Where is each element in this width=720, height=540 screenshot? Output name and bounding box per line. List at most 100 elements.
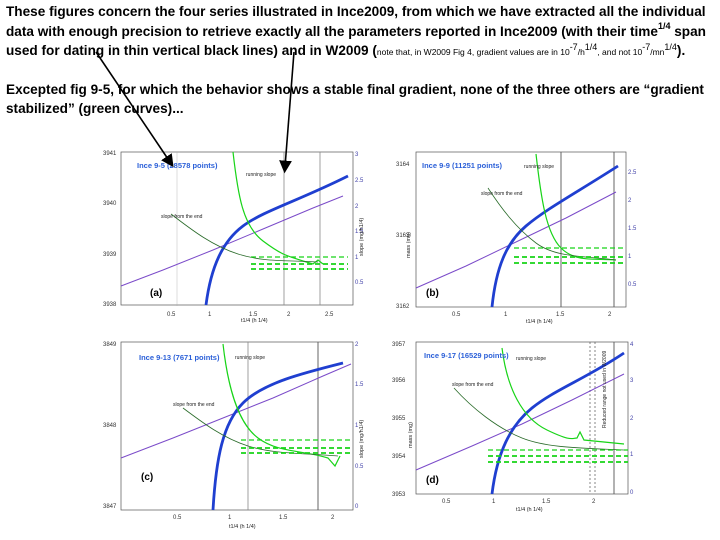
chart-a-xtick-3: 1.5 [249, 312, 258, 318]
chart-b-title: Ince 9-9 (11251 points) [422, 161, 503, 170]
chart-d-annotation-3: Reduced range not used in W2009 [602, 351, 608, 428]
chart-c-svg: Ince 9-13 (7671 points) running slope sl… [103, 341, 365, 530]
chart-a-panel-label: (a) [150, 288, 162, 299]
chart-b-xlabel: t1/4 (h 1/4) [526, 319, 553, 325]
chart-b-xtick-1: 0.5 [452, 312, 461, 318]
chart-d-xtick-4: 2 [592, 499, 596, 505]
chart-b-running-slope [535, 153, 617, 261]
chart-b-y-ticks-right: 0.5 1 1.5 2 2.5 [628, 170, 637, 288]
chart-a-svg: Ince 9-5 (28578 points) running slope sl… [103, 151, 365, 324]
intro-sup-1: 1/4 [657, 20, 671, 31]
chart-c-annotation-2: slope from the end [173, 402, 215, 408]
chart-d-ylabel-left: mass (mg) [408, 422, 414, 448]
chart-c-mass-curve [211, 361, 344, 511]
chart-d-annotation-1: running slope [516, 356, 546, 362]
chart-panel-b: Ince 9-9 (11251 points) running slope sl… [396, 148, 641, 325]
chart-c-ytick-1: 3847 [103, 504, 117, 510]
chart-d-rtick-3: 2 [630, 416, 634, 422]
chart-d-y-ticks-right: 0 1 2 3 4 [630, 342, 634, 496]
chart-b-ytick-2: 3163 [396, 233, 410, 239]
chart-c-rtick-2: 0.5 [355, 464, 364, 470]
chart-c-x-ticks: 0.5 1 1.5 2 [173, 515, 335, 521]
chart-b-ylabel-left: mass (mg) [406, 232, 412, 258]
conclusion-paragraph: Excepted fig 9-5, for which the behavior… [6, 82, 704, 116]
chart-b-rtick-3: 1.5 [628, 226, 637, 232]
note-sup-4: 1/4 [664, 42, 677, 53]
chart-a-xtick-4: 2 [287, 312, 291, 318]
chart-a-annotation-1: running slope [246, 172, 276, 178]
chart-b-svg: Ince 9-9 (11251 points) running slope sl… [396, 151, 637, 325]
intro-paragraph: These figures concern the four series il… [6, 2, 714, 63]
chart-panel-d: Ince 9-17 (16529 points) running slope s… [392, 338, 642, 534]
note-text-1: note that, in W2009 Fig 4, gradient valu… [376, 47, 570, 57]
chart-a-xlabel: t1/4 (h 1/4) [241, 318, 268, 324]
chart-d-ytick-4: 3956 [392, 378, 406, 384]
chart-a-rtick-4: 2 [355, 204, 359, 210]
chart-b-xtick-4: 2 [608, 312, 612, 318]
chart-a-rtick-1: 0.5 [355, 280, 364, 286]
chart-d-rtick-4: 3 [630, 378, 634, 384]
chart-d-xtick-2: 1 [492, 499, 496, 505]
chart-a-rtick-6: 3 [355, 152, 359, 158]
chart-a-rtick-3: 1.5 [355, 229, 364, 235]
chart-c-xtick-4: 2 [331, 515, 335, 521]
intro-text-1: These figures concern the four series il… [6, 4, 706, 39]
chart-c-ytick-2: 3848 [103, 423, 117, 429]
note-sup-1: -7 [569, 42, 578, 53]
note-sup-3: -7 [642, 42, 651, 53]
chart-d-xlabel: t1/4 (h 1/4) [516, 507, 543, 513]
chart-a-annotation-2: slope from the end [161, 214, 203, 220]
chart-a-running-slope [232, 151, 324, 265]
chart-a-y-ticks-left: 3938 3939 3940 3941 [103, 151, 117, 308]
chart-a-fit-line [120, 195, 344, 287]
chart-c-panel-label: (c) [141, 472, 153, 483]
chart-c-rtick-4: 1.5 [355, 382, 364, 388]
chart-c-xtick-3: 1.5 [279, 515, 288, 521]
chart-c-rtick-5: 2 [355, 342, 359, 348]
chart-d-rtick-2: 1 [630, 452, 634, 458]
chart-a-ytick-4: 3941 [103, 151, 117, 157]
intro-note: note that, in W2009 Fig 4, gradient valu… [376, 43, 677, 57]
chart-d-xtick-3: 1.5 [542, 499, 551, 505]
chart-d-ytick-2: 3954 [392, 454, 406, 460]
chart-a-ylabel-right: slope (mg/h1/4) [359, 218, 365, 256]
chart-b-rtick-4: 2 [628, 198, 632, 204]
chart-panel-c: Ince 9-13 (7671 points) running slope sl… [103, 338, 365, 534]
note-text-2: /h [577, 47, 585, 57]
chart-d-ytick-3: 3955 [392, 416, 406, 422]
chart-d-annotation-2: slope from the end [452, 382, 494, 388]
chart-c-annotation-1: running slope [235, 355, 265, 361]
chart-c-y-ticks-right: 0 0.5 1 1.5 2 [355, 342, 364, 510]
chart-a-y-ticks-right: 0.5 1 1.5 2 2.5 3 [355, 152, 364, 286]
chart-a-mass-curve [204, 174, 349, 306]
chart-d-rtick-5: 4 [630, 342, 634, 348]
chart-a-x-ticks: 0.5 1 1.5 2 2.5 [167, 312, 334, 318]
chart-b-fit-line [415, 191, 617, 289]
chart-d-end-slope [453, 387, 625, 451]
chart-b-annotation-2: slope from the end [481, 191, 523, 197]
chart-b-ytick-3: 3164 [396, 162, 410, 168]
chart-b-x-ticks: 0.5 1 1.5 2 [452, 312, 612, 318]
chart-d-fit-line [415, 373, 625, 471]
chart-c-fit-line [120, 363, 352, 459]
chart-c-xtick-2: 1 [228, 515, 232, 521]
note-text-4: /mn [650, 47, 665, 57]
chart-c-end-slope [182, 407, 339, 457]
chart-c-title: Ince 9-13 (7671 points) [139, 353, 220, 362]
intro-text-3: ). [676, 43, 686, 58]
chart-c-rtick-1: 0 [355, 504, 359, 510]
chart-c-rtick-3: 1 [355, 423, 359, 429]
chart-b-panel-label: (b) [426, 288, 439, 299]
chart-c-ytick-3: 3849 [103, 342, 117, 348]
chart-d-running-slope [501, 347, 625, 445]
chart-a-frame [120, 151, 354, 306]
chart-d-ytick-5: 3957 [392, 342, 406, 348]
chart-d-y-ticks-left: 3953 3954 3955 3956 3957 [392, 342, 406, 498]
chart-c-xlabel: t1/4 (h 1/4) [229, 524, 256, 530]
chart-d-svg: Ince 9-17 (16529 points) running slope s… [392, 341, 634, 513]
chart-d-panel-label: (d) [426, 475, 439, 486]
chart-c-y-ticks-left: 3847 3848 3849 [103, 342, 117, 510]
chart-a-ytick-2: 3939 [103, 252, 117, 258]
chart-panel-a: Ince 9-5 (28578 points) running slope sl… [103, 146, 365, 324]
chart-b-rtick-5: 2.5 [628, 170, 637, 176]
